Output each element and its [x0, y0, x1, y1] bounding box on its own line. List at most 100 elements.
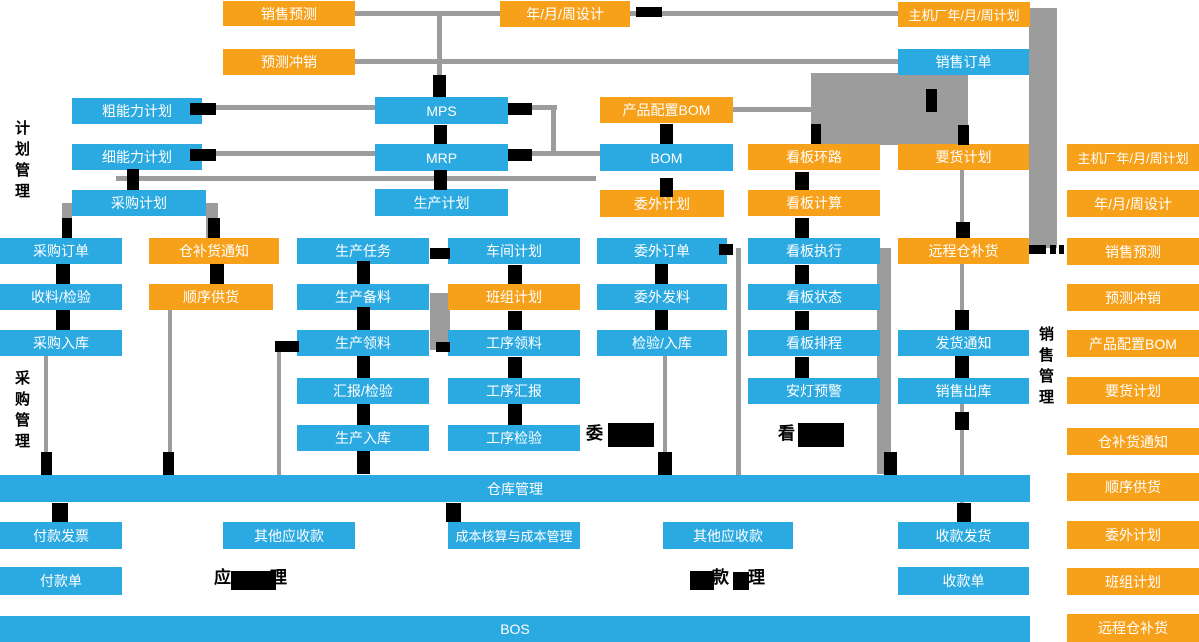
bom: BOM [600, 144, 733, 171]
connector-line [508, 105, 557, 110]
connector-bar [357, 404, 370, 425]
rail-sales-forecast: 销售预测 [1067, 238, 1199, 265]
connector-bar [357, 451, 370, 474]
outsourcing-order: 委外订单 [597, 238, 727, 264]
connector-bar [275, 341, 299, 352]
connector-bar [884, 452, 897, 475]
connector-line [663, 356, 667, 475]
gray-block-top-right [1029, 8, 1057, 248]
label-cover-outsourcing [608, 423, 654, 447]
connector-bar [508, 103, 532, 115]
connector-bar [508, 149, 532, 161]
inspection-inbound: 检验/入库 [597, 330, 727, 356]
connector-bar [660, 124, 673, 144]
connector-bar [190, 103, 216, 115]
connector-bar [636, 7, 662, 17]
connector-bar [190, 149, 216, 161]
purchase-inbound: 采购入库 [0, 330, 122, 356]
connector-bar [660, 178, 673, 197]
plan-management-label: 计划管理 [13, 120, 30, 204]
report-inspection: 汇报/检验 [297, 378, 429, 404]
connector-bar [795, 218, 809, 238]
connector-bar [1029, 245, 1046, 254]
connector-bar [508, 265, 522, 284]
label-cover-ar-2 [733, 572, 749, 590]
connector-line [630, 11, 898, 16]
outsourcing-management-label: 委 [586, 424, 603, 443]
label-cover-kanban [798, 423, 844, 447]
connector-bar [1050, 245, 1056, 254]
connector-bar [655, 310, 668, 330]
payment-invoice: 付款发票 [0, 522, 122, 549]
purchase-plan: 采购计划 [72, 190, 206, 216]
connector-bar [926, 89, 937, 112]
purchase-management-label: 采购管理 [13, 370, 30, 454]
demand-plan: 要货计划 [898, 144, 1029, 170]
bos-bar: BOS [0, 616, 1030, 642]
outsourcing-issue: 委外发料 [597, 284, 727, 310]
cost-accounting: 成本核算与成本管理 [448, 522, 580, 549]
connector-bar [811, 124, 821, 144]
connector-bar [434, 170, 447, 190]
sales-forecast-top: 销售预测 [223, 1, 355, 26]
connector-bar [958, 125, 969, 145]
rail-sequence-supply: 顺序供货 [1067, 473, 1199, 501]
year-month-week-design-top: 年/月/周设计 [500, 1, 630, 27]
connector-bar [957, 503, 971, 522]
andon-warning: 安灯预警 [748, 378, 880, 404]
gray-block-prep-team [430, 293, 450, 350]
connector-bar [163, 452, 174, 475]
team-plan: 班组计划 [448, 284, 580, 310]
connector-line [960, 264, 964, 330]
mrp: MRP [375, 144, 508, 171]
connector-bar [62, 218, 72, 238]
connector-bar [127, 169, 139, 190]
product-config-bom: 产品配置BOM [600, 97, 733, 123]
connector-bar [210, 264, 224, 284]
connector-line [960, 404, 964, 475]
forecast-offset-top: 预测冲销 [223, 49, 355, 75]
connector-bar [1059, 245, 1064, 254]
connector-bar [508, 357, 522, 378]
connector-line [202, 105, 375, 110]
ar-management-label-end: 理 [748, 568, 765, 587]
connector-bar [446, 503, 461, 522]
connector-bar [357, 261, 370, 284]
kanban-status: 看板状态 [748, 284, 880, 310]
warehouse-management-bar: 仓库管理 [0, 475, 1030, 502]
connector-bar [357, 307, 370, 330]
connector-bar [41, 452, 52, 475]
delivery-notice: 发货通知 [898, 330, 1029, 356]
connector-line [168, 310, 172, 475]
remote-warehouse-replenish: 远程仓补货 [898, 238, 1029, 264]
connector-bar [795, 265, 809, 284]
connector-bar [795, 357, 809, 378]
connector-bar [434, 125, 447, 144]
rail-remote-warehouse-replenish: 远程仓补货 [1067, 614, 1199, 642]
ar-management-label-mid: 款 [712, 568, 729, 587]
workshop-plan: 车间计划 [448, 238, 580, 264]
connector-bar [955, 412, 969, 430]
process-issue: 工序领料 [448, 330, 580, 356]
label-cover-ar-1 [690, 571, 714, 590]
connector-line [355, 11, 500, 16]
connector-bar [56, 310, 70, 330]
sales-order: 销售订单 [898, 49, 1029, 75]
connector-bar [433, 75, 446, 97]
connector-bar [357, 356, 370, 378]
sequence-supply: 顺序供货 [149, 284, 273, 310]
connector-bar [430, 248, 450, 259]
other-receivables-2: 其他应收款 [663, 522, 793, 549]
kanban-schedule: 看板排程 [748, 330, 880, 356]
rail-outsourcing-plan: 委外计划 [1067, 521, 1199, 549]
purchase-order: 采购订单 [0, 238, 122, 264]
rail-oem-year-month-week-plan: 主机厂年/月/周计划 [1067, 144, 1199, 171]
mps: MPS [375, 97, 508, 124]
kanban-management-label: 看 [778, 424, 795, 443]
connector-bar [508, 404, 522, 425]
connector-bar [795, 172, 809, 190]
receipt-slip: 收款单 [898, 567, 1029, 595]
connector-bar [655, 264, 668, 284]
connector-bar [436, 342, 450, 352]
